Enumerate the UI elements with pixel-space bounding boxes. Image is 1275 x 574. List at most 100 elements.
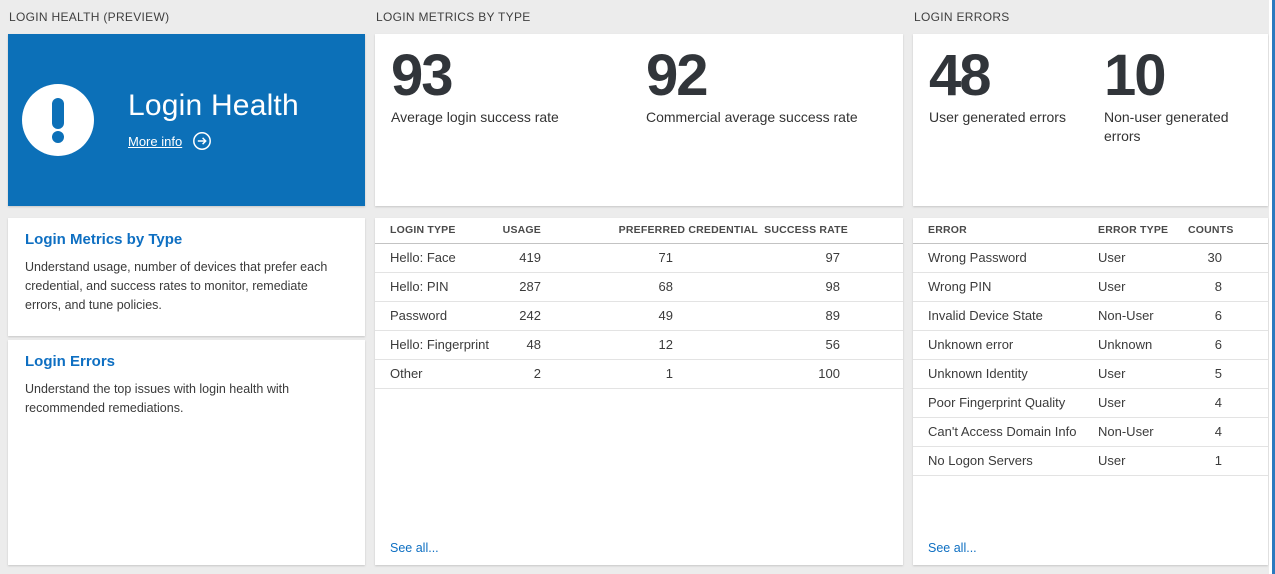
cell-error-type: User — [1098, 446, 1188, 476]
column-header: ERROR — [913, 218, 1098, 244]
cell-error-type: User — [1098, 359, 1188, 389]
stat-label: Commercial average success rate — [646, 109, 858, 126]
login-metrics-table: LOGIN TYPE USAGE PREFERRED CREDENTIAL SU… — [375, 218, 903, 389]
table-row: Wrong PIN User 8 — [913, 272, 1268, 302]
section-login-health: LOGIN HEALTH (PREVIEW) Login Health More… — [8, 6, 365, 565]
cell-error-type: User — [1098, 388, 1188, 418]
cell-login-type: Password — [375, 301, 495, 331]
cell-counts: 4 — [1188, 388, 1268, 418]
cell-error-type: User — [1098, 243, 1188, 273]
cell-login-type: Hello: Face — [375, 243, 495, 273]
cell-usage: 242 — [495, 301, 541, 331]
column-header: ERROR TYPE — [1098, 218, 1188, 244]
login-metrics-stats-card: 93 Average login success rate 92 Commerc… — [375, 34, 903, 206]
section-login-metrics: LOGIN METRICS BY TYPE 93 Average login s… — [375, 6, 903, 565]
table-header-row: LOGIN TYPE USAGE PREFERRED CREDENTIAL SU… — [375, 218, 903, 244]
table-row: Hello: Face 419 71 97 — [375, 243, 903, 273]
login-errors-table: ERROR ERROR TYPE COUNTS Wrong Password U… — [913, 218, 1268, 476]
cell-counts: 8 — [1188, 272, 1268, 302]
cell-error-type: Non-User — [1098, 301, 1188, 331]
stat-label: Average login success rate — [391, 109, 559, 126]
column-header: COUNTS — [1188, 218, 1268, 244]
cell-error-type: Unknown — [1098, 330, 1188, 360]
cell-error: Invalid Device State — [913, 301, 1098, 331]
table-row: Hello: Fingerprint 48 12 56 — [375, 330, 903, 360]
more-info-link[interactable]: More info — [128, 133, 183, 149]
cell-counts: 4 — [1188, 417, 1268, 447]
cell-error: Can't Access Domain Info — [913, 417, 1098, 447]
cell-success-rate: 97 — [758, 243, 903, 273]
nav-card-login-errors[interactable]: Login Errors Understand the top issues w… — [8, 340, 365, 565]
column-header: LOGIN TYPE — [375, 218, 495, 244]
cell-error: No Logon Servers — [913, 446, 1098, 476]
table-row: Hello: PIN 287 68 98 — [375, 272, 903, 302]
cell-success-rate: 98 — [758, 272, 903, 302]
tile-title: Login Health — [128, 89, 299, 122]
cell-counts: 30 — [1188, 243, 1268, 273]
cell-error: Wrong Password — [913, 243, 1098, 273]
arrow-right-circle-icon[interactable] — [192, 131, 212, 151]
window-edge-accent — [1269, 0, 1275, 574]
stat-average-success-rate: 93 Average login success rate — [391, 46, 646, 206]
cell-login-type: Hello: Fingerprint — [375, 330, 495, 360]
nav-card-title: Login Metrics by Type — [25, 231, 183, 248]
section-login-errors: LOGIN ERRORS 48 User generated errors 10… — [913, 6, 1268, 565]
cell-preferred-credential: 71 — [541, 243, 758, 273]
table-row: Invalid Device State Non-User 6 — [913, 301, 1268, 331]
cell-error-type: User — [1098, 272, 1188, 302]
cell-error: Wrong PIN — [913, 272, 1098, 302]
nav-card-description: Understand usage, number of devices that… — [25, 260, 328, 312]
cell-login-type: Other — [375, 359, 495, 389]
stat-label: Non-user generated errors — [1104, 109, 1229, 145]
cell-login-type: Hello: PIN — [375, 272, 495, 302]
table-row: Unknown Identity User 5 — [913, 359, 1268, 389]
cell-counts: 6 — [1188, 301, 1268, 331]
table-row: Other 2 1 100 — [375, 359, 903, 389]
cell-counts: 5 — [1188, 359, 1268, 389]
cell-error-type: Non-User — [1098, 417, 1188, 447]
cell-counts: 1 — [1188, 446, 1268, 476]
cell-success-rate: 100 — [758, 359, 903, 389]
cell-error: Unknown Identity — [913, 359, 1098, 389]
column-header: SUCCESS RATE — [758, 218, 903, 244]
login-metrics-table-card: LOGIN TYPE USAGE PREFERRED CREDENTIAL SU… — [375, 218, 903, 565]
stat-value: 92 — [646, 43, 709, 108]
nav-card-description: Understand the top issues with login hea… — [25, 382, 290, 415]
see-all-link-errors[interactable]: See all... — [928, 541, 977, 555]
stat-label: User generated errors — [929, 109, 1066, 126]
table-row: Password 242 49 89 — [375, 301, 903, 331]
cell-preferred-credential: 68 — [541, 272, 758, 302]
nav-card-login-metrics[interactable]: Login Metrics by Type Understand usage, … — [8, 218, 365, 336]
table-row: No Logon Servers User 1 — [913, 446, 1268, 476]
column-header: USAGE — [495, 218, 541, 244]
login-health-tile[interactable]: Login Health More info — [8, 34, 365, 206]
cell-preferred-credential: 12 — [541, 330, 758, 360]
cell-usage: 419 — [495, 243, 541, 273]
cell-success-rate: 89 — [758, 301, 903, 331]
table-header-row: ERROR ERROR TYPE COUNTS — [913, 218, 1268, 244]
section-header-login-health: LOGIN HEALTH (PREVIEW) — [9, 10, 170, 24]
exclamation-icon — [22, 84, 94, 156]
cell-usage: 2 — [495, 359, 541, 389]
table-row: Poor Fingerprint Quality User 4 — [913, 388, 1268, 418]
cell-error: Poor Fingerprint Quality — [913, 388, 1098, 418]
section-header-login-metrics: LOGIN METRICS BY TYPE — [376, 10, 531, 24]
cell-counts: 6 — [1188, 330, 1268, 360]
cell-usage: 287 — [495, 272, 541, 302]
table-row: Wrong Password User 30 — [913, 243, 1268, 273]
nav-card-title: Login Errors — [25, 353, 116, 370]
login-errors-table-card: ERROR ERROR TYPE COUNTS Wrong Password U… — [913, 218, 1268, 565]
cell-error: Unknown error — [913, 330, 1098, 360]
stat-non-user-errors: 10 Non-user generated errors — [1104, 46, 1239, 206]
login-health-tile-text: Login Health More info — [128, 89, 299, 151]
stat-value: 93 — [391, 43, 454, 108]
login-errors-stats-card: 48 User generated errors 10 Non-user gen… — [913, 34, 1268, 206]
table-row: Can't Access Domain Info Non-User 4 — [913, 417, 1268, 447]
stat-value: 10 — [1104, 43, 1167, 108]
cell-usage: 48 — [495, 330, 541, 360]
see-all-link-metrics[interactable]: See all... — [390, 541, 439, 555]
cell-success-rate: 56 — [758, 330, 903, 360]
section-header-login-errors: LOGIN ERRORS — [914, 10, 1010, 24]
stat-user-errors: 48 User generated errors — [929, 46, 1104, 206]
